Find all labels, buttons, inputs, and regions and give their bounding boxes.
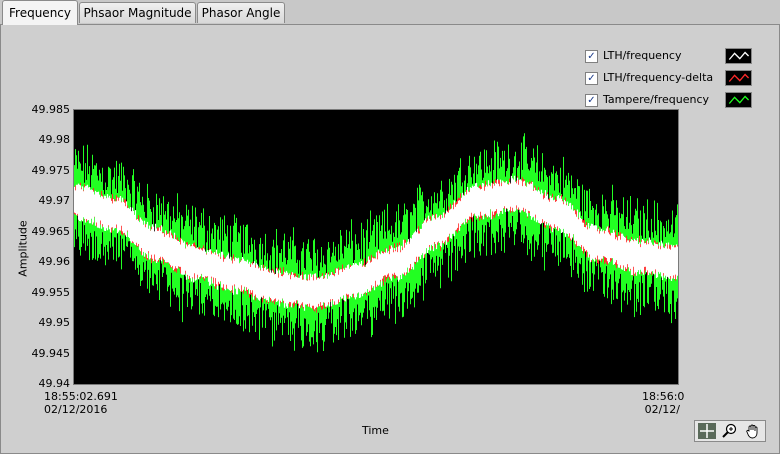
y-tick-label: 49.98 (38, 133, 71, 147)
x-axis-title: Time (362, 424, 389, 437)
graph-palette (694, 420, 766, 442)
y-tick-label: 49.95 (38, 316, 71, 330)
y-tick-label: 49.975 (31, 163, 71, 177)
y-tick-label: 49.965 (31, 224, 71, 238)
tab-phasor-angle[interactable]: Phasor Angle (197, 2, 285, 23)
legend-item-lth-frequency[interactable]: ✓ LTH/frequency (585, 48, 775, 66)
legend-swatch-red (725, 70, 752, 86)
legend-checkbox[interactable]: ✓ (585, 50, 598, 63)
x-start-time: 18:55:02.691 (44, 390, 118, 403)
legend-checkbox[interactable]: ✓ (585, 94, 598, 107)
y-tick-label: 49.97 (38, 194, 71, 208)
tab-bar: Frequency Phsaor Magnitude Phasor Angle (0, 0, 780, 25)
y-tick-label: 49.985 (31, 103, 71, 116)
legend-swatch-white (725, 48, 752, 64)
legend-label: Tampere/frequency (603, 93, 710, 106)
cursor-crosshair-icon[interactable] (697, 423, 716, 439)
legend-label: LTH/frequency (603, 49, 682, 62)
y-tick-label: 49.96 (38, 255, 71, 269)
tab-phasor-magnitude[interactable]: Phsaor Magnitude (79, 2, 196, 23)
x-end-label: 18:56:0 02/12/ (642, 390, 685, 416)
x-end-time: 18:56:0 (642, 390, 685, 403)
legend-swatch-green (725, 92, 752, 108)
pan-hand-icon[interactable] (744, 423, 762, 439)
y-tick-label: 49.945 (31, 346, 71, 360)
legend-checkbox[interactable]: ✓ (585, 72, 598, 85)
legend-label: LTH/frequency-delta (603, 71, 714, 84)
series-line (74, 175, 678, 311)
zoom-icon[interactable] (721, 423, 739, 439)
legend-item-lth-frequency-delta[interactable]: ✓ LTH/frequency-delta (585, 70, 775, 88)
legend-item-tampere-frequency[interactable]: ✓ Tampere/frequency (585, 92, 775, 110)
x-start-date: 02/12/2016 (44, 403, 108, 416)
y-tick-label: 49.955 (31, 285, 71, 299)
x-start-label: 18:55:02.691 02/12/2016 (44, 390, 118, 416)
plot-area[interactable] (74, 110, 678, 384)
plot-frame (73, 109, 679, 385)
x-end-date: 02/12/ (644, 403, 680, 416)
y-tick-label: 49.94 (38, 377, 71, 390)
series-lth-frequency (74, 175, 678, 311)
tab-frequency[interactable]: Frequency (2, 0, 78, 25)
